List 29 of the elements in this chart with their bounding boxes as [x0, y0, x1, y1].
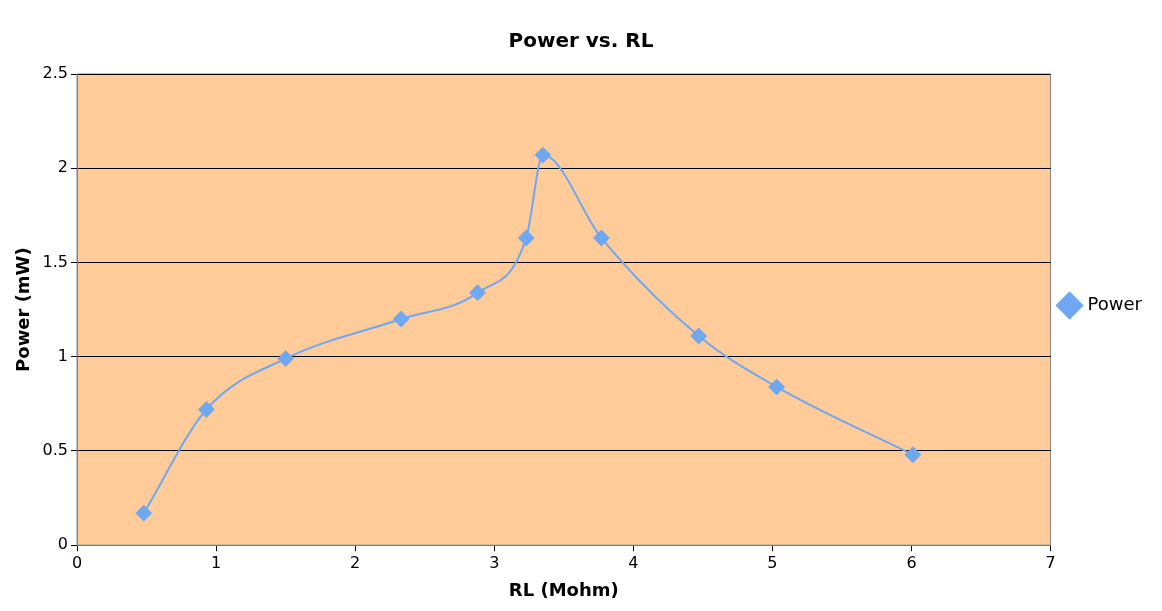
point: [393, 311, 410, 328]
y-tick-label: 2.5: [42, 63, 69, 83]
chart-title: Power vs. RL: [508, 28, 654, 53]
x-axis-title: RL (Mohm): [508, 578, 619, 600]
point: [593, 229, 610, 246]
y-tick-label: 1.5: [42, 251, 69, 271]
x-tick-label: 5: [767, 552, 778, 572]
x-tick-label: 3: [489, 552, 500, 572]
point: [277, 350, 294, 367]
x-tick-label: 2: [350, 552, 361, 572]
point: [469, 284, 486, 301]
x-tick-label: 4: [628, 552, 639, 572]
y-tick-label: 0: [57, 534, 69, 554]
y-tick-label: 2: [57, 157, 69, 177]
point: [518, 229, 535, 246]
x-tick-label: 7: [1045, 552, 1056, 572]
point: [768, 378, 785, 395]
point: [198, 401, 215, 418]
y-axis-title: Power (mW): [12, 247, 34, 372]
point: [904, 446, 921, 463]
legend-label: Power: [1087, 293, 1143, 315]
y-tick-label: 1: [57, 345, 69, 365]
point: [690, 327, 707, 344]
x-tick-label: 6: [906, 552, 917, 572]
point: [534, 147, 551, 164]
x-tick-label: 0: [71, 552, 83, 572]
y-tick-label: 0.5: [42, 440, 69, 460]
x-tick-label: 1: [211, 552, 222, 572]
point: [135, 505, 152, 522]
